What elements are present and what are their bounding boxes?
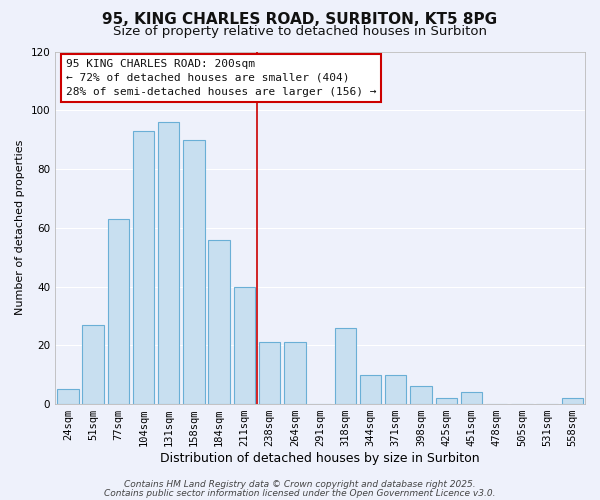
X-axis label: Distribution of detached houses by size in Surbiton: Distribution of detached houses by size … bbox=[160, 452, 480, 465]
Text: Contains HM Land Registry data © Crown copyright and database right 2025.: Contains HM Land Registry data © Crown c… bbox=[124, 480, 476, 489]
Bar bbox=[158, 122, 179, 404]
Bar bbox=[183, 140, 205, 404]
Text: 95 KING CHARLES ROAD: 200sqm
← 72% of detached houses are smaller (404)
28% of s: 95 KING CHARLES ROAD: 200sqm ← 72% of de… bbox=[66, 58, 376, 98]
Bar bbox=[385, 374, 406, 404]
Bar bbox=[259, 342, 280, 404]
Bar bbox=[284, 342, 305, 404]
Text: 95, KING CHARLES ROAD, SURBITON, KT5 8PG: 95, KING CHARLES ROAD, SURBITON, KT5 8PG bbox=[103, 12, 497, 28]
Bar bbox=[360, 374, 381, 404]
Bar bbox=[107, 219, 129, 404]
Text: Size of property relative to detached houses in Surbiton: Size of property relative to detached ho… bbox=[113, 25, 487, 38]
Bar bbox=[562, 398, 583, 404]
Bar bbox=[57, 390, 79, 404]
Bar bbox=[208, 240, 230, 404]
Bar bbox=[233, 286, 255, 404]
Bar bbox=[461, 392, 482, 404]
Bar bbox=[335, 328, 356, 404]
Bar bbox=[82, 325, 104, 404]
Bar bbox=[436, 398, 457, 404]
Bar bbox=[410, 386, 432, 404]
Y-axis label: Number of detached properties: Number of detached properties bbox=[15, 140, 25, 316]
Bar bbox=[133, 131, 154, 404]
Text: Contains public sector information licensed under the Open Government Licence v3: Contains public sector information licen… bbox=[104, 489, 496, 498]
